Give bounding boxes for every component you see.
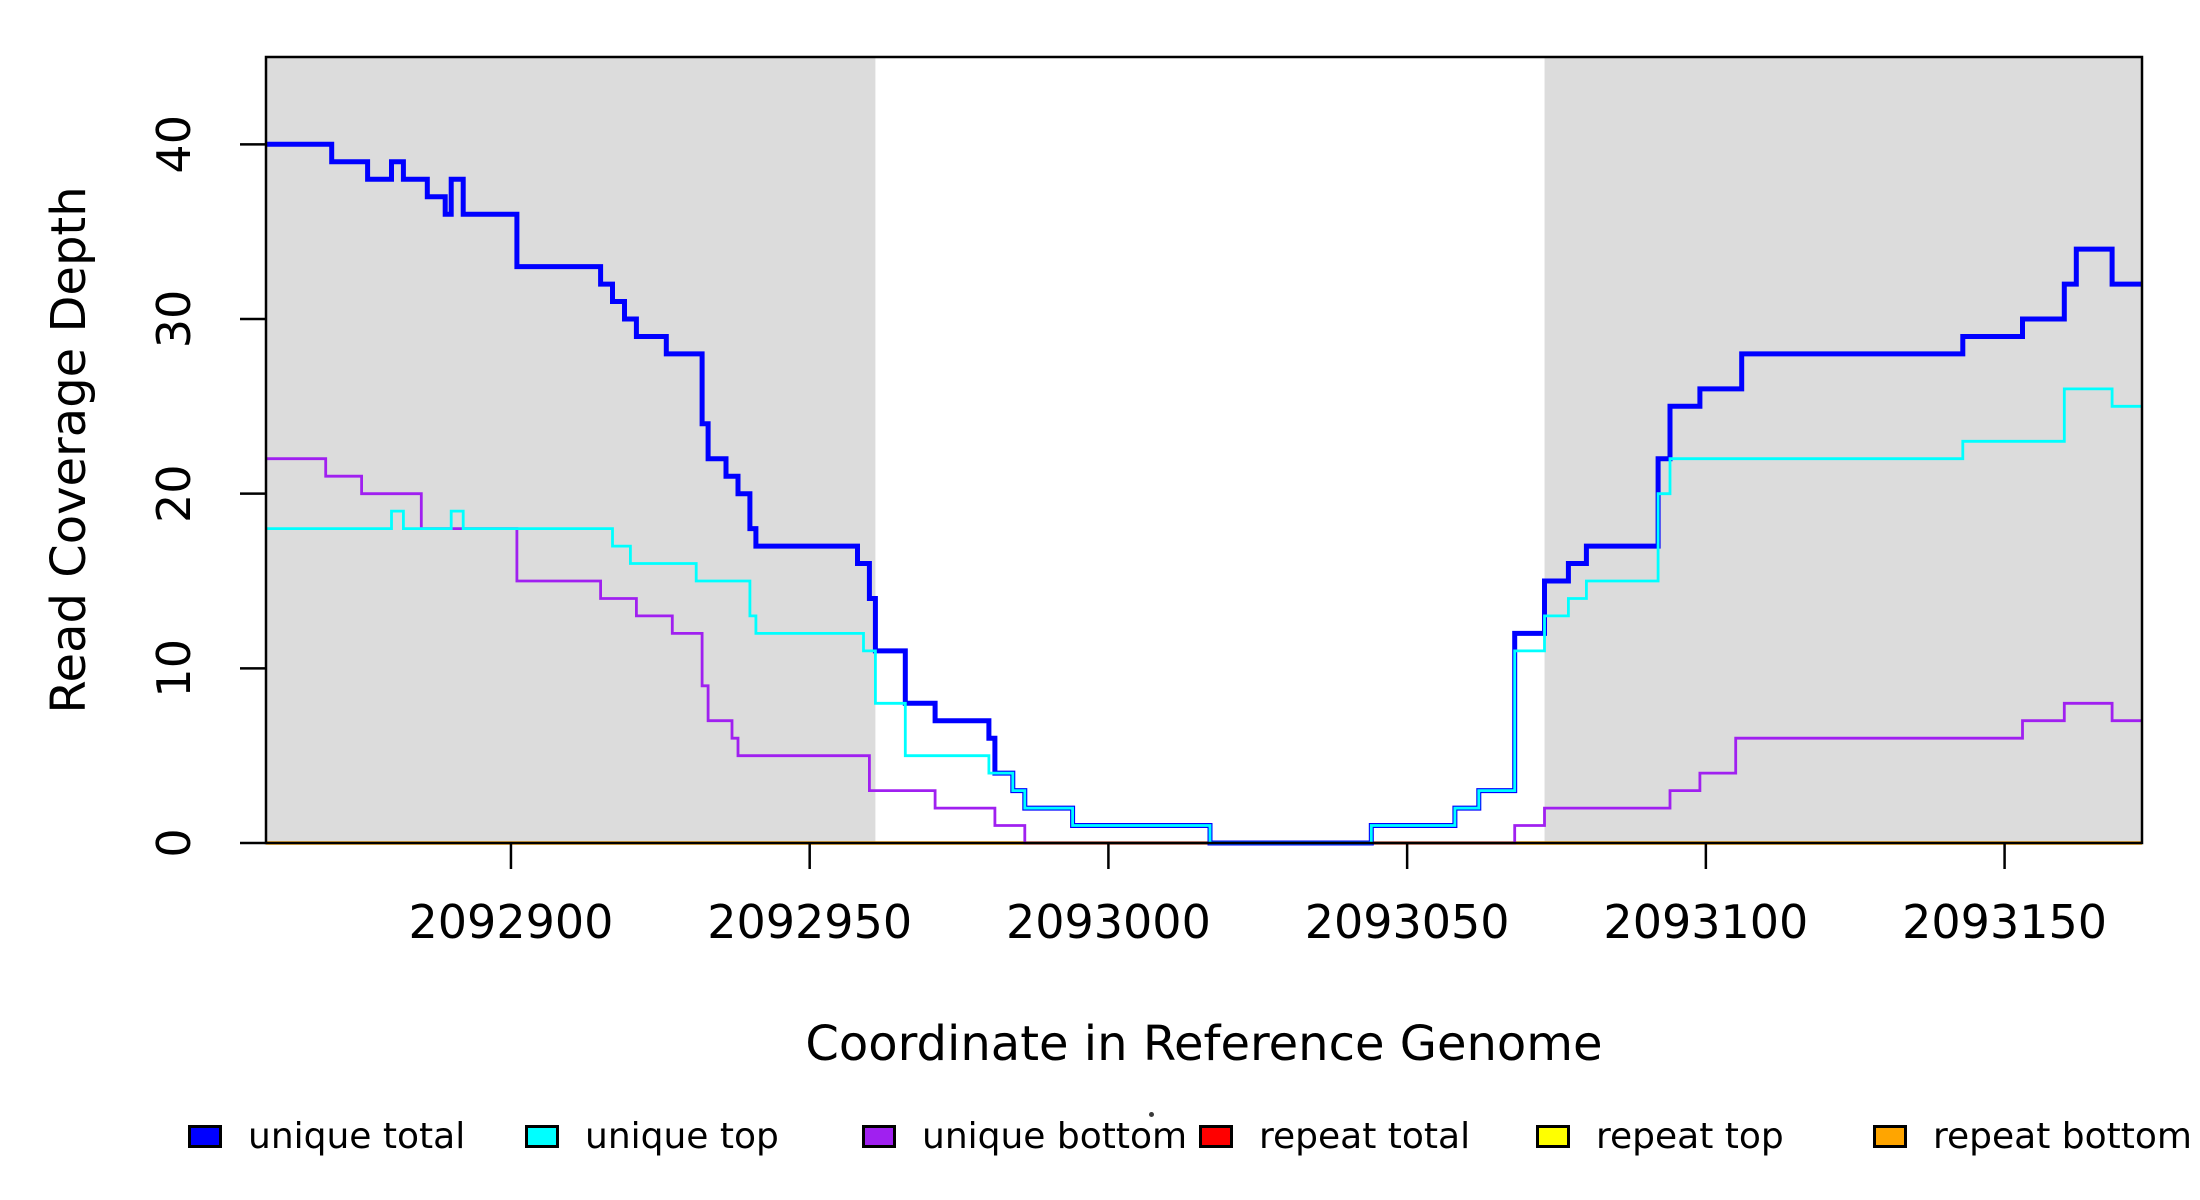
x-tick-label: 2093100 bbox=[1603, 895, 1808, 949]
legend-label: unique total bbox=[248, 1116, 466, 1157]
x-tick-label: 2093050 bbox=[1305, 895, 1510, 949]
legend-item-unique-total: unique total bbox=[188, 1116, 465, 1157]
y-tick-label: 0 bbox=[147, 828, 201, 857]
stray-dot-mark bbox=[1149, 1112, 1154, 1117]
series-unique-bottom bbox=[266, 457, 2142, 845]
legend-label: unique top bbox=[585, 1116, 779, 1157]
coverage-plot: 2092900 2092950 2093000 2093050 2093100 20931… bbox=[41, 55, 2144, 1072]
plot-border bbox=[264, 55, 2144, 845]
legend-item-repeat-total: repeat total bbox=[1199, 1116, 1470, 1157]
x-tick-label: 2093150 bbox=[1902, 895, 2107, 949]
legend-label: repeat top bbox=[1596, 1116, 1784, 1157]
y-tick-label: 20 bbox=[147, 464, 201, 523]
legend-label: repeat bottom bbox=[1933, 1116, 2192, 1157]
y-tick-label: 40 bbox=[147, 115, 201, 174]
legend-item-repeat-bottom: repeat bottom bbox=[1873, 1116, 2192, 1157]
series-unique-top bbox=[266, 387, 2142, 845]
legend-swatch bbox=[188, 1125, 222, 1148]
shaded-region bbox=[266, 57, 876, 843]
legend-swatch bbox=[862, 1125, 896, 1148]
shaded-region bbox=[1544, 57, 2142, 843]
x-tick-label: 2093000 bbox=[1006, 895, 1211, 949]
legend-item-repeat-top: repeat top bbox=[1536, 1116, 1784, 1157]
shaded-regions bbox=[266, 57, 2142, 843]
legend-swatch bbox=[1873, 1125, 1907, 1148]
legend-item-unique-top: unique top bbox=[525, 1116, 779, 1157]
y-axis-title: Read Coverage Depth bbox=[41, 186, 97, 713]
legend-item-unique-bottom: unique bottom bbox=[862, 1116, 1187, 1157]
x-tick-label: 2092950 bbox=[707, 895, 912, 949]
x-axis-title: Coordinate in Reference Genome bbox=[805, 1016, 1602, 1072]
legend-swatch bbox=[1536, 1125, 1570, 1148]
legend-swatch bbox=[525, 1125, 559, 1148]
series-unique-total bbox=[266, 141, 2142, 846]
axis-ticks: 2092900 2092950 2093000 2093050 2093100 20931… bbox=[147, 115, 2107, 949]
y-tick-label: 10 bbox=[147, 639, 201, 698]
y-tick-label: 30 bbox=[147, 290, 201, 349]
legend-label: unique bottom bbox=[922, 1116, 1188, 1157]
x-tick-label: 2092900 bbox=[409, 895, 614, 949]
legend-swatch bbox=[1199, 1125, 1233, 1148]
legend-label: repeat total bbox=[1259, 1116, 1471, 1157]
